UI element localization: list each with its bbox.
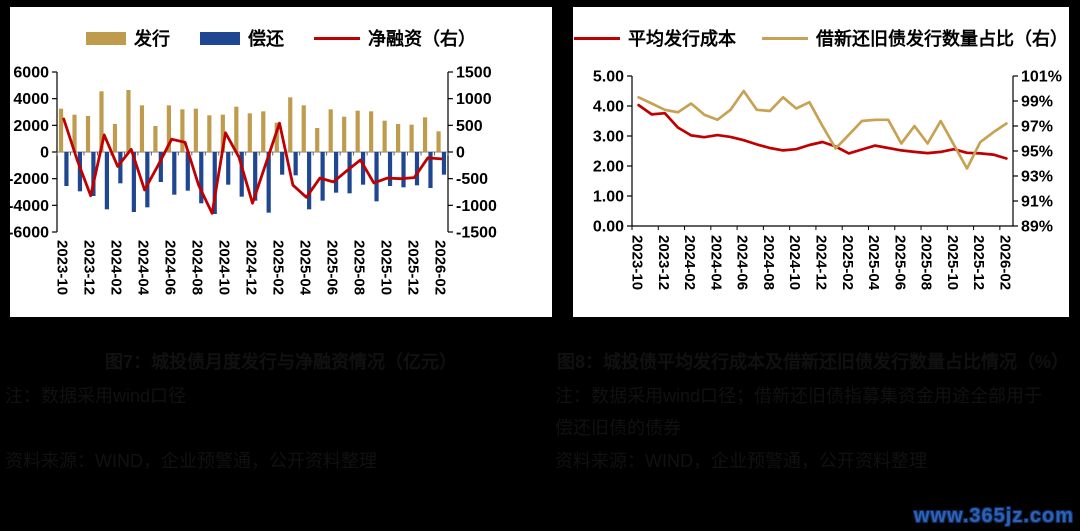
refinancing-ratio-legend-label: 借新还旧债发行数量占比（右） [816, 29, 1068, 49]
svg-text:-4000: -4000 [10, 198, 49, 215]
svg-text:2024-06: 2024-06 [734, 235, 751, 290]
svg-text:2024-04: 2024-04 [135, 240, 152, 296]
svg-text:93%: 93% [1021, 169, 1053, 186]
legend-item-issuance: 发行 [86, 25, 170, 51]
left-chart-legend: 发行 偿还 净融资（右） [10, 23, 552, 53]
avg-cost-line-swatch [574, 36, 620, 40]
svg-text:5.00: 5.00 [593, 69, 624, 86]
svg-text:2026-02: 2026-02 [996, 235, 1013, 290]
legend-item-net-financing: 净融资（右） [314, 25, 476, 51]
repayment-legend-label: 偿还 [248, 29, 284, 49]
svg-text:2024-12: 2024-12 [813, 235, 830, 290]
svg-text:-1500: -1500 [456, 225, 497, 242]
svg-text:2024-08: 2024-08 [189, 240, 206, 295]
svg-text:0.00: 0.00 [593, 219, 624, 236]
left-chart-note: 注：数据采用wind口径 [5, 386, 187, 406]
svg-text:2026-02: 2026-02 [431, 240, 448, 295]
svg-text:-1000: -1000 [456, 198, 497, 215]
svg-text:1000: 1000 [456, 91, 492, 108]
svg-text:2025-02: 2025-02 [269, 240, 286, 295]
right-chart-legend: 平均发行成本 借新还旧债发行数量占比（右） [573, 23, 1069, 53]
svg-text:2025-08: 2025-08 [918, 235, 935, 290]
svg-text:2024-06: 2024-06 [162, 240, 179, 295]
svg-text:89%: 89% [1021, 219, 1053, 236]
left-chart-caption: 图7：城投债月度发行与净融资情况（亿元） [104, 352, 457, 372]
svg-text:101%: 101% [1021, 69, 1062, 86]
svg-text:91%: 91% [1021, 194, 1053, 211]
svg-text:2023-12: 2023-12 [81, 240, 98, 295]
svg-text:2024-08: 2024-08 [760, 235, 777, 290]
avg-cost-refinancing-chart: 5.00 4.00 3.00 2.00 1.00 0.00 101% 99% 97% 95% 93%… [593, 69, 1062, 291]
svg-text:4000: 4000 [13, 91, 49, 108]
svg-text:2024-02: 2024-02 [681, 235, 698, 290]
svg-text:2023-10: 2023-10 [629, 235, 646, 290]
legend-item-avg-cost: 平均发行成本 [574, 25, 736, 51]
right-chart-note-line1: 注：数据采用wind口径；借新还旧债指募集资金用途全部用于 [555, 386, 1043, 406]
svg-text:3.00: 3.00 [593, 129, 624, 146]
svg-text:2025-02: 2025-02 [839, 235, 856, 290]
right-chart-note-line2: 偿还旧债的债券 [555, 418, 681, 438]
svg-text:1.00: 1.00 [593, 189, 624, 206]
svg-text:2025-10: 2025-10 [944, 235, 961, 290]
svg-text:-500: -500 [456, 171, 488, 188]
svg-text:95%: 95% [1021, 144, 1053, 161]
svg-text:2023-12: 2023-12 [655, 235, 672, 290]
svg-text:-2000: -2000 [10, 171, 49, 188]
legend-item-refinancing-ratio: 借新还旧债发行数量占比（右） [762, 25, 1068, 51]
net-financing-legend-label: 净融资（右） [368, 29, 476, 49]
left-chart-panel: 发行 偿还 净融资（右） 6000 4000 2000 0 -2000 -4000 -600… [10, 7, 552, 317]
svg-text:97%: 97% [1021, 119, 1053, 136]
svg-text:500: 500 [456, 118, 483, 135]
svg-text:6000: 6000 [13, 65, 49, 82]
svg-text:2024-10: 2024-10 [216, 240, 233, 295]
svg-text:2025-06: 2025-06 [891, 235, 908, 290]
svg-text:2025-12: 2025-12 [970, 235, 987, 290]
right-chart-source: 资料来源：WIND，企业预警通，公开资料整理 [555, 451, 927, 471]
svg-text:2023-10: 2023-10 [54, 240, 71, 295]
issuance-net-financing-chart: 6000 4000 2000 0 -2000 -4000 -6000 1500 1000 500 0… [10, 65, 497, 296]
svg-text:2025-04: 2025-04 [296, 240, 313, 296]
repayment-bar-swatch [200, 31, 240, 45]
svg-text:2025-06: 2025-06 [323, 240, 340, 295]
svg-text:99%: 99% [1021, 94, 1053, 111]
right-chart-panel: 平均发行成本 借新还旧债发行数量占比（右） 5.00 4.00 3.00 2.00 1.… [573, 7, 1069, 317]
svg-text:1500: 1500 [456, 65, 492, 82]
svg-text:2025-04: 2025-04 [865, 235, 882, 291]
right-chart-caption: 图8：城投债平均发行成本及借新还旧债发行数量占比情况（%） [556, 352, 1069, 372]
issuance-bar-swatch [86, 31, 126, 45]
svg-text:0: 0 [456, 145, 465, 162]
left-chart-source: 资料来源：WIND，企业预警通，公开资料整理 [5, 451, 377, 471]
svg-text:-6000: -6000 [10, 225, 49, 242]
svg-text:2024-12: 2024-12 [243, 240, 260, 295]
svg-text:2000: 2000 [13, 118, 49, 135]
svg-text:2024-10: 2024-10 [786, 235, 803, 290]
svg-text:4.00: 4.00 [593, 99, 624, 116]
svg-text:2024-04: 2024-04 [707, 235, 724, 291]
svg-text:2025-10: 2025-10 [377, 240, 394, 295]
avg-cost-legend-label: 平均发行成本 [628, 29, 736, 49]
issuance-legend-label: 发行 [134, 29, 170, 49]
svg-text:2025-12: 2025-12 [404, 240, 421, 295]
svg-text:0: 0 [40, 145, 49, 162]
net-financing-line-swatch [314, 36, 360, 40]
watermark-url: www.365jz.com [913, 505, 1074, 527]
legend-item-repayment: 偿还 [200, 25, 284, 51]
svg-text:2025-08: 2025-08 [350, 240, 367, 295]
refinancing-ratio-line-swatch [762, 36, 808, 40]
svg-text:2.00: 2.00 [593, 159, 624, 176]
svg-text:2024-02: 2024-02 [108, 240, 125, 295]
